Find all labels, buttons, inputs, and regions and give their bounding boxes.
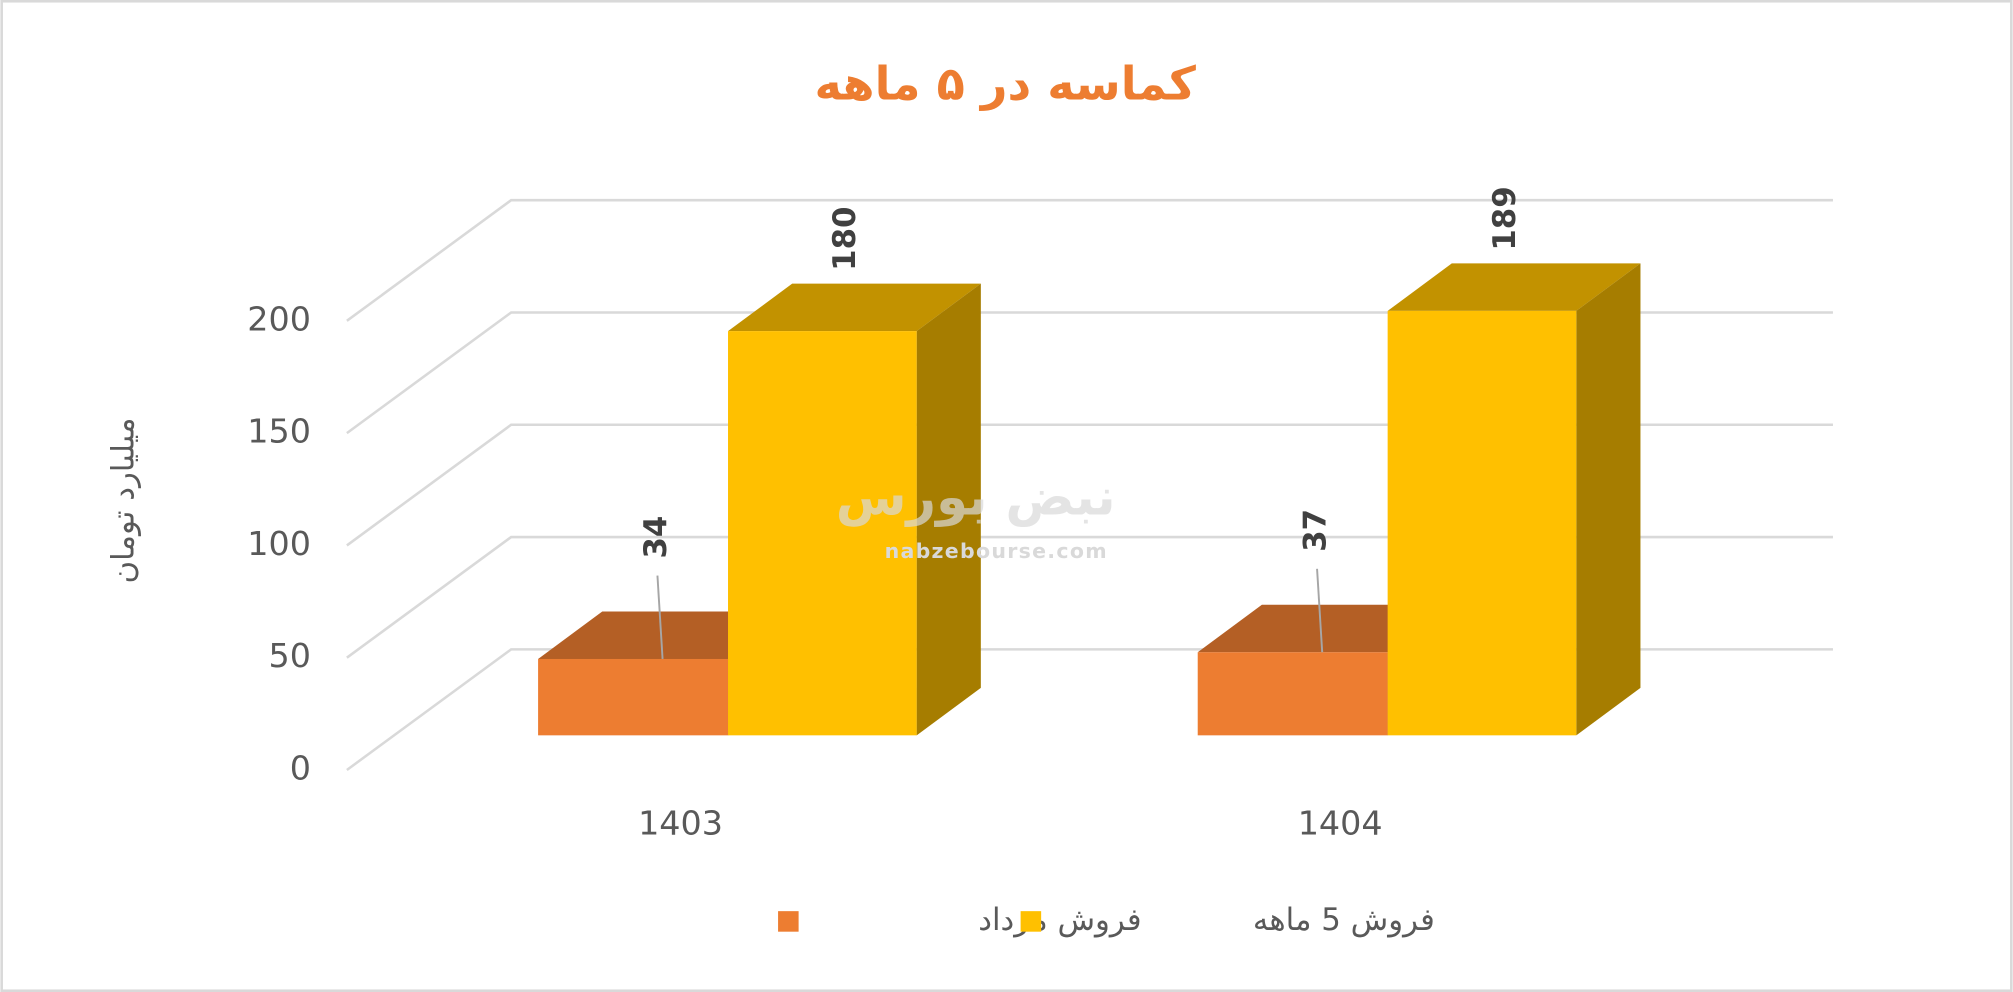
chart-title: کماسه در ۵ ماهه	[815, 57, 1196, 111]
bar-side	[916, 283, 981, 736]
plot-area: 0 50 100 150 200 1403 34 180 1404 37 189	[247, 186, 1833, 843]
data-label: 189	[1487, 186, 1523, 250]
data-label: 34	[638, 516, 674, 559]
bar	[1387, 310, 1577, 736]
bar-side	[1576, 263, 1641, 736]
data-label: 180	[827, 207, 863, 271]
leader-line	[656, 575, 664, 660]
y-axis-title: میلیارد تومان	[105, 418, 141, 584]
bar	[1197, 652, 1388, 736]
y-tick-label: 150	[247, 412, 311, 451]
y-tick-label: 200	[247, 299, 311, 338]
bar	[728, 331, 917, 736]
y-tick-label: 50	[268, 636, 310, 675]
x-tick-label: 1404	[1298, 804, 1383, 843]
legend-label: فروش 5 ماهه	[1253, 902, 1435, 938]
bar	[538, 658, 729, 736]
bar-top	[1387, 263, 1641, 311]
grid-line	[346, 198, 1833, 322]
data-label: 37	[1298, 509, 1334, 552]
legend-swatch	[778, 911, 799, 932]
watermark-logo: نبض بورس	[836, 467, 1116, 527]
leader-line	[1316, 568, 1324, 653]
legend-swatch	[1020, 911, 1042, 932]
y-tick-label: 100	[247, 524, 311, 563]
x-tick-label: 1403	[638, 804, 723, 843]
legend-label: فروش مرداد	[978, 902, 1141, 938]
y-tick-label: 0	[290, 748, 311, 787]
watermark-url: nabzebourse.com	[885, 539, 1108, 563]
bar-top	[728, 283, 981, 332]
